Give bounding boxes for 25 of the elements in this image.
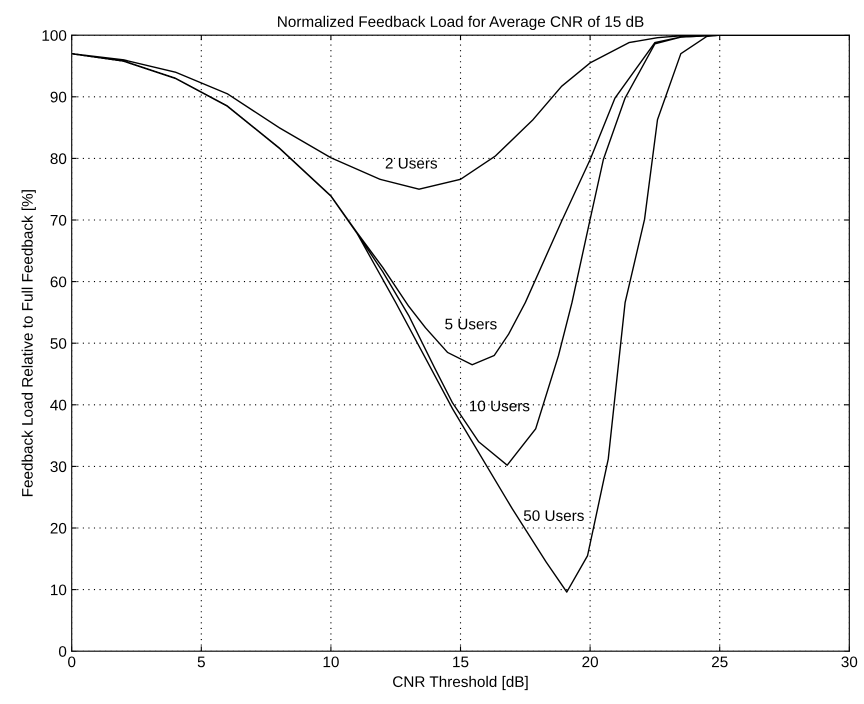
x-tick-label: 10: [324, 656, 339, 668]
x-tick-label: 25: [712, 656, 728, 668]
y-axis-title: Feedback Load Relative to Full Feedback [%]: [22, 190, 36, 496]
y-tick-label: 0: [58, 646, 66, 657]
y-tick-label: 90: [50, 92, 66, 102]
series-label: 2 Users: [386, 158, 438, 169]
y-tick-label: 40: [50, 400, 66, 410]
y-tick-label: 100: [42, 30, 66, 41]
series-label: 10 Users: [470, 400, 530, 412]
x-tick-label: 20: [582, 656, 598, 668]
x-tick-label: 30: [841, 656, 858, 668]
x-tick-label: 0: [68, 656, 76, 668]
y-tick-label: 50: [50, 338, 66, 349]
series-label: 5 Users: [445, 318, 497, 330]
series-label: 50 Users: [524, 510, 584, 522]
chart-title: Normalized Feedback Load for Average CNR of 15 dB: [278, 16, 644, 30]
x-axis-title: CNR Threshold [dB]: [393, 676, 528, 690]
y-tick-label: 30: [50, 461, 66, 472]
y-tick-label: 10: [51, 584, 66, 596]
y-tick-label: 70: [50, 214, 66, 226]
y-tick-label: 80: [50, 153, 66, 164]
y-tick-label: 60: [50, 276, 66, 288]
x-tick-label: 15: [453, 656, 468, 668]
y-tick-label: 20: [50, 522, 66, 534]
x-tick-label: 5: [198, 656, 205, 668]
